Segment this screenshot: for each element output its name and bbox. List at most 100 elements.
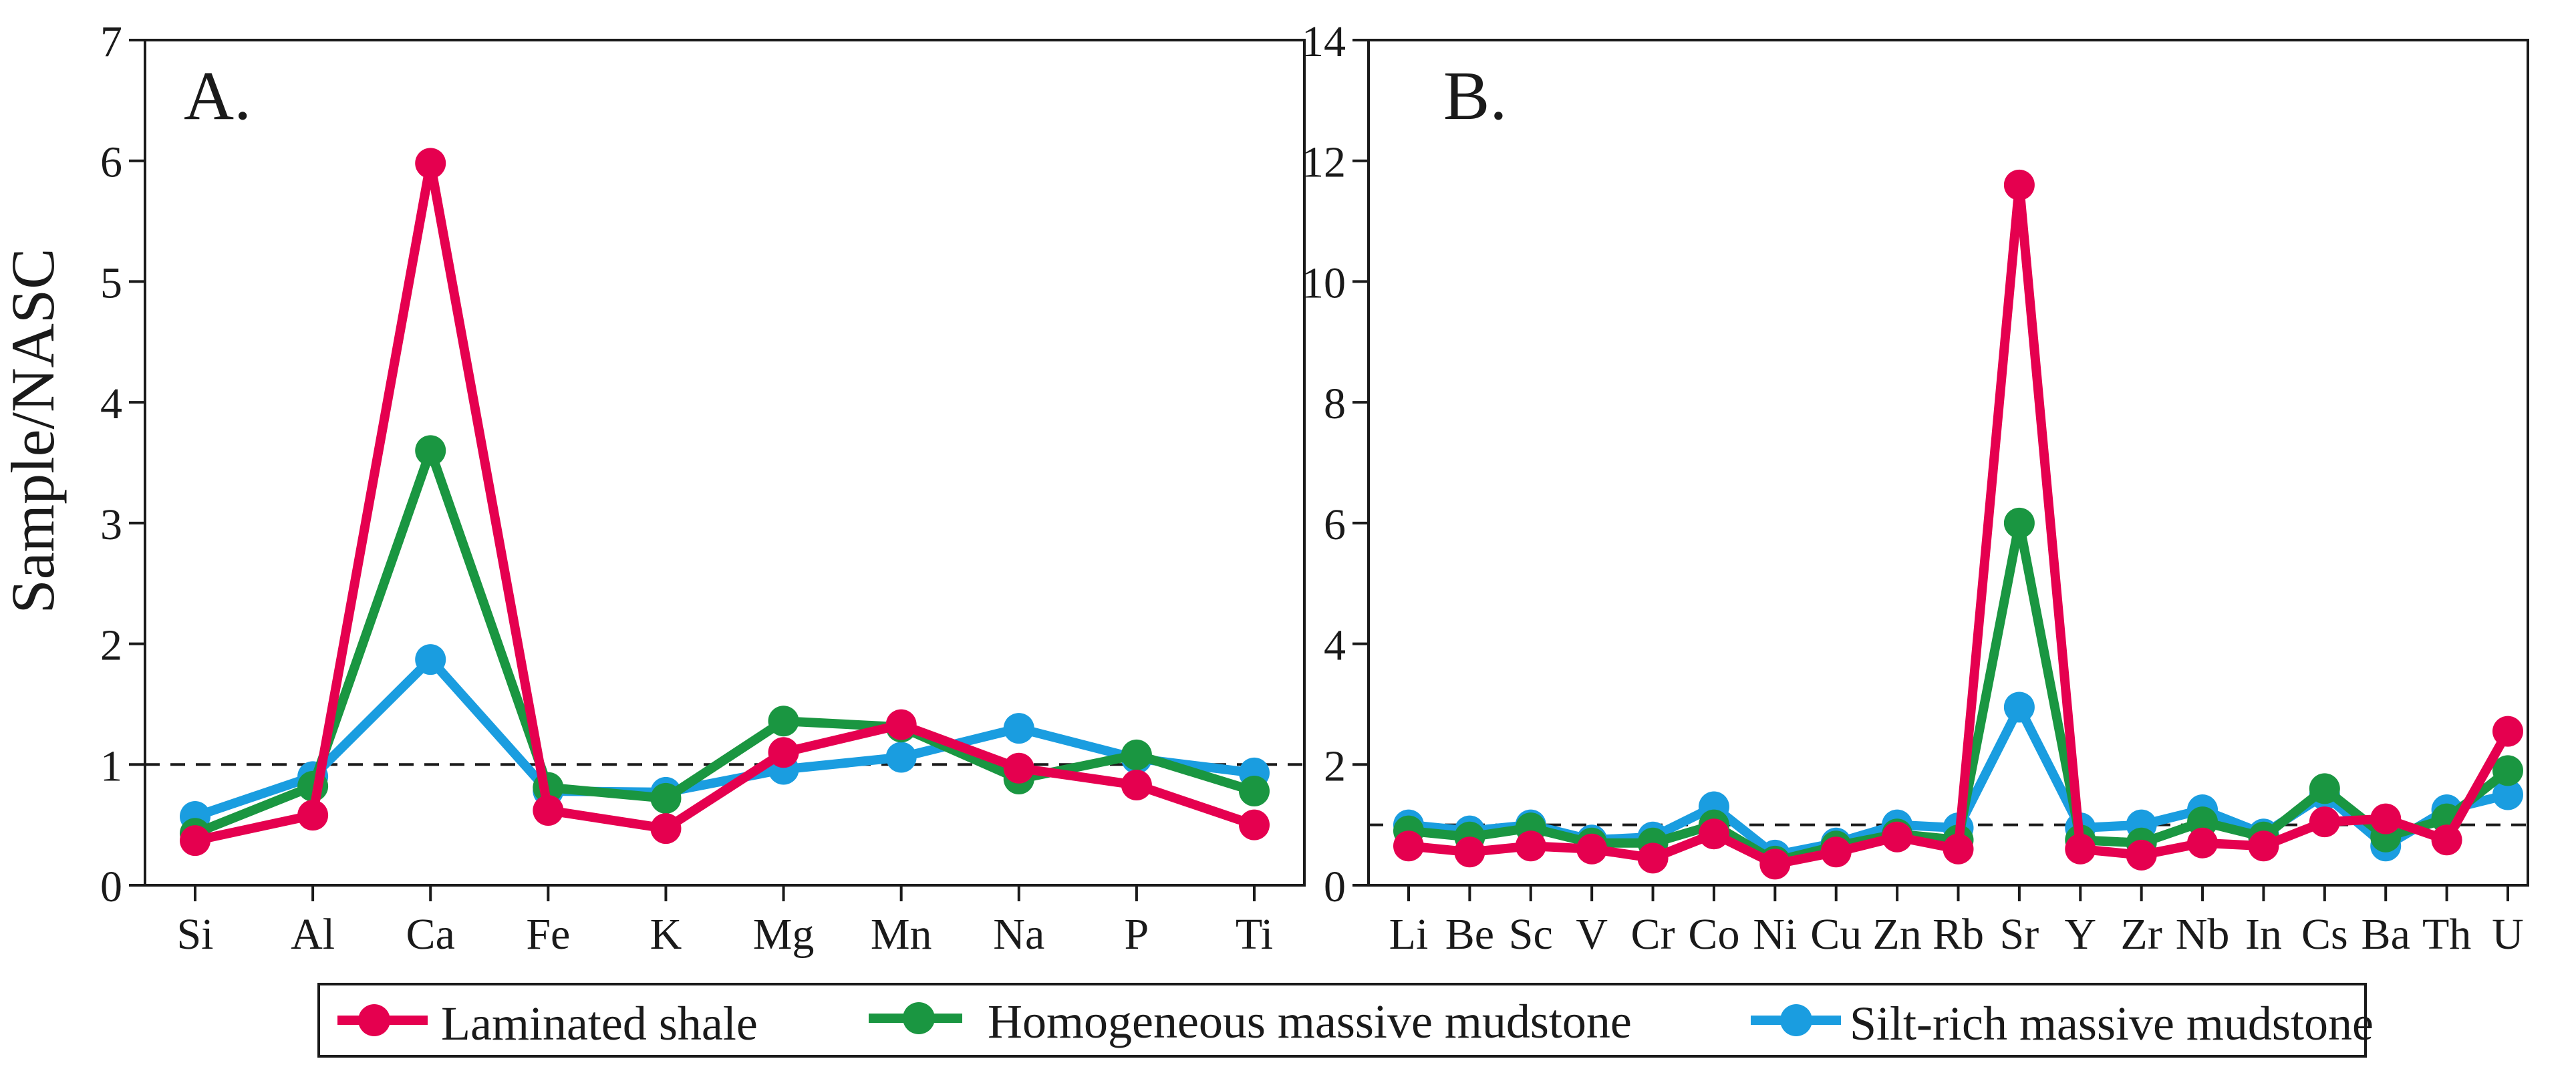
legend-item-homogeneous-massive-mudstone: Homogeneous massive mudstone [869, 995, 1632, 1048]
legend-label-laminated-shale: Laminated shale [441, 997, 758, 1050]
panel-b-xtick-label-cu: Cu [1810, 910, 1862, 959]
legend-box [317, 983, 2367, 1058]
panel-b-xtick-label-co: Co [1688, 910, 1739, 959]
panel-b-xtick-label-sr: Sr [2000, 910, 2039, 959]
panel-a-series-line-silt-rich-massive-mudstone [190, 655, 1259, 821]
panel-b-point-laminated-shale-zn [1882, 821, 1913, 853]
panel-b-point-laminated-shale-cu [1820, 836, 1852, 868]
panel-b-point-homogeneous-massive-mudstone-nb [2187, 806, 2219, 838]
panel-a-ytick-label: 5 [100, 259, 122, 307]
panel-a-xtick-label-fe: Fe [526, 910, 570, 959]
panel-a-ytick-label: 2 [100, 621, 122, 670]
panel-b-point-laminated-shale-sc [1515, 830, 1546, 862]
panel-b-point-laminated-shale-co [1698, 818, 1729, 850]
panel-b-series-line-laminated-shale [1404, 180, 2513, 869]
panel-b-xtick-label-v: V [1576, 910, 1608, 959]
legend-label-homogeneous-massive-mudstone: Homogeneous massive mudstone [988, 995, 1632, 1048]
panel-b-ytick-label: 8 [1324, 379, 1346, 428]
panel-a-ytick-label: 0 [100, 863, 122, 911]
panel-a-xtick-label-na: Na [993, 910, 1044, 959]
panel-b-xtick-label-u: U [2492, 910, 2524, 959]
panel-b-xtick-label-sc: Sc [1509, 910, 1553, 959]
panel-b-ytick-label: 12 [1302, 138, 1346, 187]
panel-b-frame [1367, 39, 2529, 887]
panel-a-point-laminated-shale-ti [1239, 809, 1270, 840]
panel-b-point-laminated-shale-li [1393, 830, 1424, 862]
panel-a-point-homogeneous-massive-mudstone-p [1121, 739, 1152, 770]
panel-b-point-laminated-shale-sr [2003, 169, 2035, 200]
panel-b-label: B. [1443, 57, 1507, 134]
panel-b-xtick-label-li: Li [1389, 910, 1429, 959]
panel-b-xtick-label-rb: Rb [1933, 910, 1984, 959]
panel-a-point-laminated-shale-al [297, 800, 329, 831]
panel-b-xtick-label-th: Th [2422, 910, 2471, 959]
panel-b-point-laminated-shale-nb [2187, 827, 2219, 859]
panel-a-ytick-label: 4 [100, 379, 122, 428]
panel-b-xtick-label-nb: Nb [2176, 910, 2230, 959]
panel-a-series-line-laminated-shale [190, 158, 1259, 846]
panel-a-ytick-label: 6 [100, 138, 122, 187]
panel-a-xtick-label-mg: Mg [753, 910, 815, 959]
panel-b-point-laminated-shale-zr [2126, 839, 2157, 871]
panel-b-point-laminated-shale-ba [2370, 803, 2402, 834]
panel-b-point-laminated-shale-cr [1637, 842, 1669, 874]
panel-a: A. 0 1 2 3 4 5 6 7 Si Al Ca Fe K Mg Mn Na P Ti [100, 17, 1306, 959]
panel-b-point-laminated-shale-th [2431, 824, 2462, 856]
panel-b-xtick-label-zr: Zr [2121, 910, 2162, 959]
panel-a-point-laminated-shale-p [1121, 770, 1152, 801]
panel-a-point-laminated-shale-fe [533, 794, 564, 826]
legend: Laminated shale Homogeneous massive muds… [317, 983, 2374, 1058]
panel-b-ytick-label: 0 [1324, 863, 1346, 911]
panel-b-xtick-label-cr: Cr [1631, 910, 1675, 959]
panel-b-point-laminated-shale-ni [1759, 849, 1791, 880]
panel-a-point-homogeneous-massive-mudstone-mg [768, 706, 799, 737]
y-axis-label: Sample/NASC [0, 249, 67, 614]
panel-a-xtick-label-ti: Ti [1236, 910, 1273, 959]
panel-a-ytick-label: 7 [100, 17, 122, 66]
panel-b-point-laminated-shale-v [1576, 833, 1608, 865]
panel-b-point-homogeneous-massive-mudstone-sr [2003, 507, 2035, 539]
panel-b-xtick-label-cs: Cs [2301, 910, 2348, 959]
panel-a-frame [144, 39, 1306, 887]
panel-a-xtick-label-mn: Mn [871, 910, 932, 959]
panel-b-point-laminated-shale-y [2065, 833, 2096, 865]
panel-a-ytick-label: 3 [100, 500, 122, 549]
panel-b-point-homogeneous-massive-mudstone-u [2492, 755, 2523, 786]
legend-marker-homogeneous-massive-mudstone [903, 1002, 935, 1034]
panel-a-point-laminated-shale-k [650, 813, 682, 844]
panel-b-ytick-label: 14 [1302, 17, 1346, 66]
panel-b-point-laminated-shale-be [1454, 836, 1485, 868]
panel-b-point-laminated-shale-rb [1943, 833, 1974, 865]
panel-a-xtick-label-si: Si [176, 910, 213, 959]
panel-a-label: A. [184, 57, 251, 134]
panel-a-point-silt-rich-massive-mudstone-mn [885, 742, 917, 773]
panel-b-ytick-label: 2 [1324, 742, 1346, 790]
legend-item-silt-rich-massive-mudstone: Silt-rich massive mudstone [1751, 997, 2374, 1050]
legend-marker-laminated-shale [358, 1004, 390, 1036]
legend-label-silt-rich-massive-mudstone: Silt-rich massive mudstone [1850, 997, 2374, 1050]
panel-b-xtick-label-be: Be [1445, 910, 1494, 959]
panel-b-point-laminated-shale-in [2248, 830, 2279, 862]
panel-a-point-laminated-shale-mg [768, 737, 799, 768]
legend-item-laminated-shale: Laminated shale [337, 997, 758, 1050]
panel-b-xtick-label-zn: Zn [1872, 910, 1921, 959]
panel-b-xtick-label-in: In [2245, 910, 2282, 959]
panel-a-point-homogeneous-massive-mudstone-ca [415, 435, 446, 466]
panel-a-point-homogeneous-massive-mudstone-k [650, 782, 682, 814]
panel-b-point-laminated-shale-u [2492, 716, 2523, 747]
panel-a-point-homogeneous-massive-mudstone-ti [1239, 776, 1270, 807]
panel-b-ytick-label: 4 [1324, 621, 1346, 670]
panel-b-xtick-label-y: Y [2064, 910, 2096, 959]
panel-a-xtick-label-k: K [650, 910, 682, 959]
panel-b-ytick-label: 10 [1302, 259, 1346, 307]
panel-b-point-laminated-shale-cs [2309, 806, 2340, 838]
panel-a-xtick-label-p: P [1125, 910, 1149, 959]
panel-a-point-silt-rich-massive-mudstone-na [1003, 713, 1034, 744]
panel-b-ytick-label: 6 [1324, 500, 1346, 549]
legend-marker-silt-rich-massive-mudstone [1780, 1004, 1812, 1036]
panel-a-series-line-homogeneous-massive-mudstone [190, 446, 1259, 838]
panel-b-point-silt-rich-massive-mudstone-u [2492, 779, 2523, 810]
panel-b-xtick-label-ni: Ni [1753, 910, 1797, 959]
panel-a-ytick-label: 1 [100, 742, 122, 790]
